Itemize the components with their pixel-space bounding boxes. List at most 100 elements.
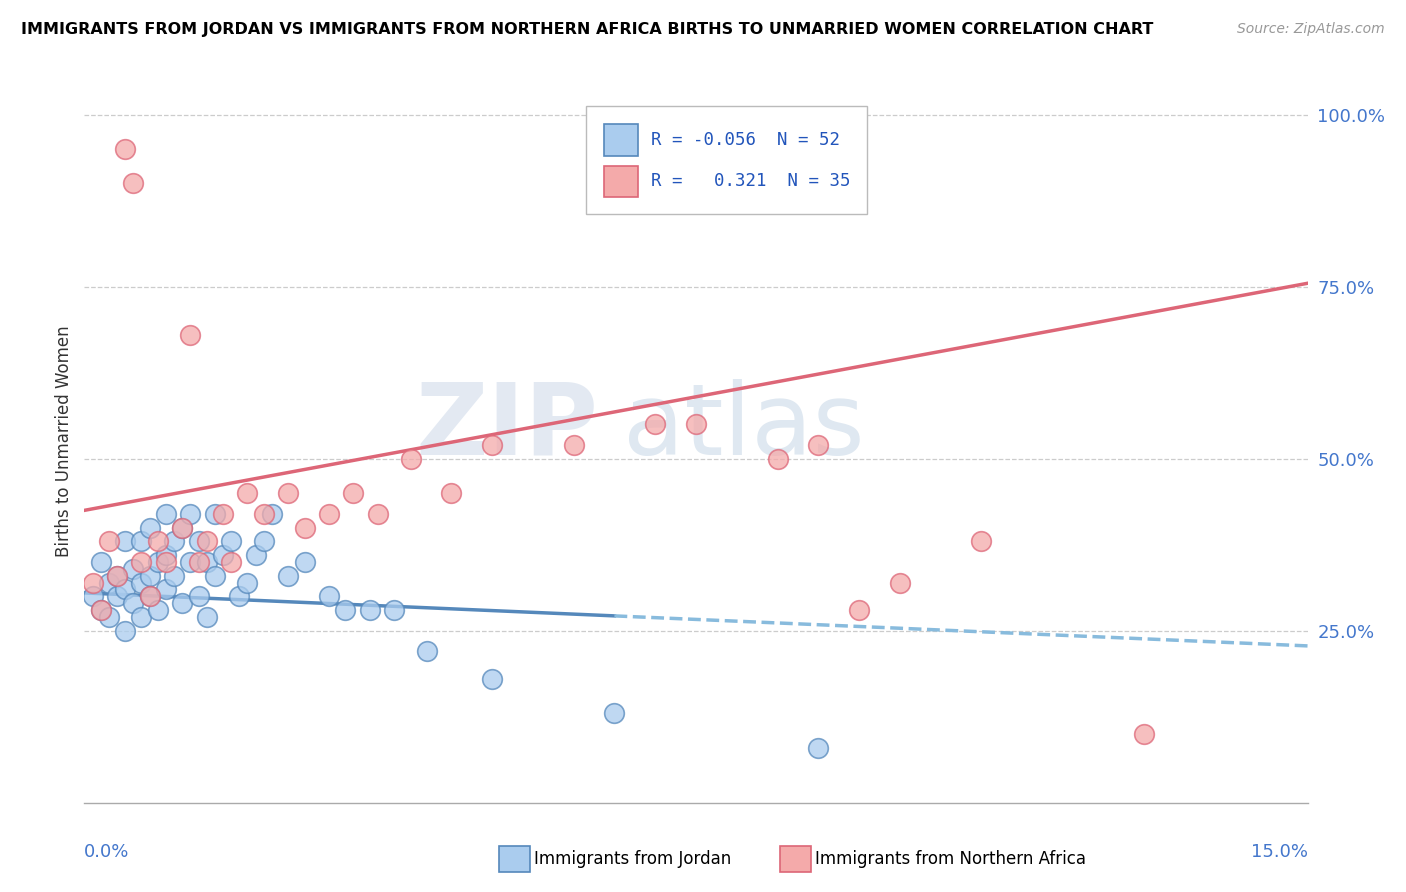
Point bbox=[138, 520, 160, 534]
Point bbox=[155, 548, 177, 562]
Point bbox=[766, 451, 789, 466]
Point bbox=[122, 562, 145, 576]
Point bbox=[807, 438, 830, 452]
Point bbox=[277, 486, 299, 500]
Point bbox=[146, 555, 169, 569]
Text: 15.0%: 15.0% bbox=[1250, 843, 1308, 861]
Point bbox=[114, 582, 136, 597]
Point bbox=[889, 575, 911, 590]
Point bbox=[318, 590, 340, 604]
Point bbox=[90, 603, 112, 617]
Point bbox=[187, 534, 209, 549]
Text: atlas: atlas bbox=[623, 378, 865, 475]
Point bbox=[82, 575, 104, 590]
Point bbox=[294, 555, 316, 569]
Point bbox=[131, 534, 153, 549]
Point bbox=[236, 575, 259, 590]
Text: 0.0%: 0.0% bbox=[84, 843, 129, 861]
Point bbox=[105, 590, 128, 604]
Point bbox=[105, 568, 128, 582]
Point bbox=[138, 568, 160, 582]
Point bbox=[138, 590, 160, 604]
Point bbox=[342, 486, 364, 500]
Point bbox=[253, 534, 276, 549]
Text: IMMIGRANTS FROM JORDAN VS IMMIGRANTS FROM NORTHERN AFRICA BIRTHS TO UNMARRIED WO: IMMIGRANTS FROM JORDAN VS IMMIGRANTS FRO… bbox=[21, 22, 1153, 37]
Point bbox=[131, 575, 153, 590]
FancyBboxPatch shape bbox=[586, 105, 868, 214]
Point bbox=[440, 486, 463, 500]
Point bbox=[90, 555, 112, 569]
Y-axis label: Births to Unmarried Women: Births to Unmarried Women bbox=[55, 326, 73, 558]
Point bbox=[131, 555, 153, 569]
Text: ZIP: ZIP bbox=[415, 378, 598, 475]
Point bbox=[172, 520, 194, 534]
Point bbox=[105, 568, 128, 582]
Point bbox=[481, 438, 503, 452]
Point bbox=[807, 740, 830, 755]
Point bbox=[146, 603, 169, 617]
Text: R = -0.056  N = 52: R = -0.056 N = 52 bbox=[651, 131, 839, 149]
FancyBboxPatch shape bbox=[605, 124, 638, 156]
Point bbox=[179, 507, 201, 521]
Point bbox=[236, 486, 259, 500]
Point bbox=[97, 610, 120, 624]
Point bbox=[155, 507, 177, 521]
Point bbox=[187, 590, 209, 604]
Point bbox=[277, 568, 299, 582]
Point bbox=[155, 555, 177, 569]
Point bbox=[131, 610, 153, 624]
FancyBboxPatch shape bbox=[605, 166, 638, 197]
Point bbox=[122, 177, 145, 191]
Point bbox=[195, 534, 218, 549]
Text: Immigrants from Jordan: Immigrants from Jordan bbox=[534, 850, 731, 868]
Point bbox=[245, 548, 267, 562]
Text: Immigrants from Northern Africa: Immigrants from Northern Africa bbox=[815, 850, 1087, 868]
Point bbox=[367, 507, 389, 521]
Point bbox=[219, 555, 242, 569]
Point bbox=[179, 555, 201, 569]
Point bbox=[195, 555, 218, 569]
Point bbox=[212, 548, 235, 562]
Point bbox=[163, 534, 186, 549]
Point bbox=[163, 568, 186, 582]
Point bbox=[1133, 727, 1156, 741]
Point bbox=[562, 438, 585, 452]
Point bbox=[481, 672, 503, 686]
Point bbox=[114, 624, 136, 638]
Point bbox=[359, 603, 381, 617]
Point bbox=[685, 417, 707, 432]
Point bbox=[195, 610, 218, 624]
Point bbox=[253, 507, 276, 521]
Point bbox=[603, 706, 626, 721]
Point bbox=[155, 582, 177, 597]
Point bbox=[228, 590, 250, 604]
Point bbox=[294, 520, 316, 534]
Point bbox=[970, 534, 993, 549]
Point bbox=[114, 534, 136, 549]
Point bbox=[318, 507, 340, 521]
Text: Source: ZipAtlas.com: Source: ZipAtlas.com bbox=[1237, 22, 1385, 37]
Point bbox=[114, 142, 136, 156]
Point bbox=[644, 417, 666, 432]
Point bbox=[138, 590, 160, 604]
Point bbox=[335, 603, 357, 617]
Point bbox=[172, 596, 194, 610]
Point bbox=[187, 555, 209, 569]
Point bbox=[146, 534, 169, 549]
Point bbox=[399, 451, 422, 466]
Point bbox=[172, 520, 194, 534]
Point bbox=[204, 507, 226, 521]
Point bbox=[90, 603, 112, 617]
Point bbox=[382, 603, 405, 617]
Point bbox=[82, 590, 104, 604]
Point bbox=[416, 644, 439, 658]
Point bbox=[179, 327, 201, 342]
Point bbox=[212, 507, 235, 521]
Point bbox=[848, 603, 870, 617]
Point bbox=[260, 507, 283, 521]
Point bbox=[97, 534, 120, 549]
Text: R =   0.321  N = 35: R = 0.321 N = 35 bbox=[651, 172, 851, 190]
Point bbox=[204, 568, 226, 582]
Point bbox=[97, 575, 120, 590]
Point bbox=[122, 596, 145, 610]
